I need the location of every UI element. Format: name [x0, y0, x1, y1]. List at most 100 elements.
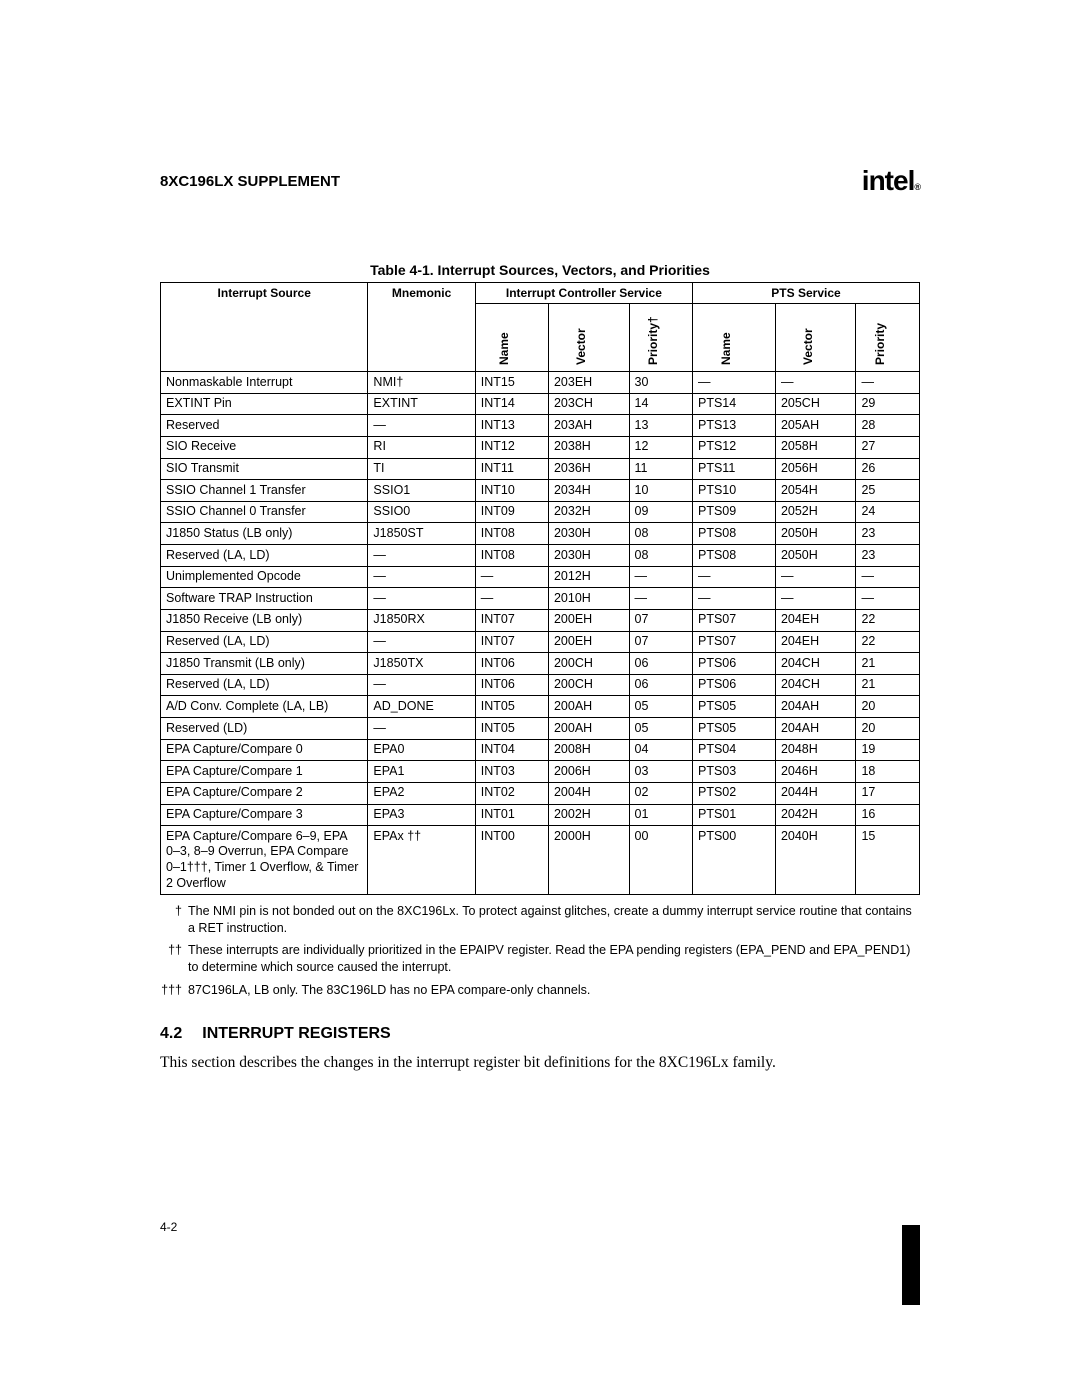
- table-cell: INT15: [475, 372, 548, 394]
- table-cell: INT11: [475, 458, 548, 480]
- table-cell: 205AH: [775, 415, 856, 437]
- table-cell: Software TRAP Instruction: [161, 588, 368, 610]
- table-cell: 2002H: [548, 804, 629, 826]
- table-cell: PTS12: [692, 436, 775, 458]
- table-cell: TI: [368, 458, 475, 480]
- table-cell: —: [368, 566, 475, 588]
- table-cell: 21: [856, 653, 920, 675]
- table-cell: INT04: [475, 739, 548, 761]
- table-cell: Reserved (LA, LD): [161, 674, 368, 696]
- table-cell: 14: [629, 393, 692, 415]
- intel-logo: intel®: [862, 165, 920, 197]
- th-pts-vector: Vector: [775, 304, 856, 372]
- table-cell: 27: [856, 436, 920, 458]
- table-cell: INT07: [475, 609, 548, 631]
- table-cell: 2040H: [775, 826, 856, 895]
- table-cell: 07: [629, 631, 692, 653]
- table-cell: 200CH: [548, 674, 629, 696]
- table-row: A/D Conv. Complete (LA, LB)AD_DONEINT052…: [161, 696, 920, 718]
- table-cell: 204CH: [775, 653, 856, 675]
- footnote-text: These interrupts are individually priori…: [188, 942, 920, 976]
- table-cell: 2004H: [548, 782, 629, 804]
- table-cell: 203AH: [548, 415, 629, 437]
- th-ic-priority: Priority†: [629, 304, 692, 372]
- table-cell: 05: [629, 696, 692, 718]
- table-cell: INT08: [475, 523, 548, 545]
- table-cell: SSIO0: [368, 501, 475, 523]
- table-cell: PTS14: [692, 393, 775, 415]
- table-cell: 10: [629, 480, 692, 502]
- footnotes: †The NMI pin is not bonded out on the 8X…: [160, 903, 920, 999]
- table-row: Reserved—INT13203AH13PTS13205AH28: [161, 415, 920, 437]
- table-cell: PTS11: [692, 458, 775, 480]
- table-cell: 00: [629, 826, 692, 895]
- table-cell: PTS01: [692, 804, 775, 826]
- table-row: J1850 Receive (LB only)J1850RXINT07200EH…: [161, 609, 920, 631]
- table-cell: 08: [629, 545, 692, 567]
- table-cell: 203EH: [548, 372, 629, 394]
- table-cell: 200AH: [548, 696, 629, 718]
- table-cell: 2050H: [775, 545, 856, 567]
- table-cell: J1850ST: [368, 523, 475, 545]
- th-ic-vector: Vector: [548, 304, 629, 372]
- table-cell: EPA3: [368, 804, 475, 826]
- table-row: EPA Capture/Compare 1EPA1INT032006H03PTS…: [161, 761, 920, 783]
- table-cell: 2000H: [548, 826, 629, 895]
- table-cell: NMI†: [368, 372, 475, 394]
- table-cell: PTS09: [692, 501, 775, 523]
- table-cell: 2056H: [775, 458, 856, 480]
- table-cell: 07: [629, 609, 692, 631]
- table-cell: 204EH: [775, 631, 856, 653]
- table-cell: PTS02: [692, 782, 775, 804]
- table-cell: —: [692, 588, 775, 610]
- table-cell: INT01: [475, 804, 548, 826]
- th-ic-service: Interrupt Controller Service: [475, 283, 692, 304]
- table-cell: 2030H: [548, 523, 629, 545]
- table-cell: 2010H: [548, 588, 629, 610]
- table-row: J1850 Transmit (LB only)J1850TXINT06200C…: [161, 653, 920, 675]
- table-cell: PTS05: [692, 696, 775, 718]
- table-row: SIO TransmitTIINT112036H11PTS112056H26: [161, 458, 920, 480]
- th-mnemonic: Mnemonic: [368, 283, 475, 372]
- table-cell: 05: [629, 718, 692, 740]
- table-cell: 2036H: [548, 458, 629, 480]
- table-cell: —: [856, 372, 920, 394]
- footnote: ††These interrupts are individually prio…: [160, 942, 920, 976]
- table-cell: 204CH: [775, 674, 856, 696]
- table-cell: 08: [629, 523, 692, 545]
- table-cell: INT07: [475, 631, 548, 653]
- table-cell: EPA Capture/Compare 2: [161, 782, 368, 804]
- table-cell: 03: [629, 761, 692, 783]
- table-row: EPA Capture/Compare 2EPA2INT022004H02PTS…: [161, 782, 920, 804]
- table-cell: EPA Capture/Compare 6–9, EPA 0–3, 8–9 Ov…: [161, 826, 368, 895]
- table-cell: —: [368, 545, 475, 567]
- table-row: Reserved (LD)—INT05200AH05PTS05204AH20: [161, 718, 920, 740]
- table-row: Nonmaskable InterruptNMI†INT15203EH30———: [161, 372, 920, 394]
- table-cell: PTS08: [692, 523, 775, 545]
- table-cell: Unimplemented Opcode: [161, 566, 368, 588]
- table-cell: EPA Capture/Compare 0: [161, 739, 368, 761]
- table-cell: 200AH: [548, 718, 629, 740]
- table-cell: INT12: [475, 436, 548, 458]
- table-row: Reserved (LA, LD)—INT082030H08PTS082050H…: [161, 545, 920, 567]
- table-row: EPA Capture/Compare 3EPA3INT012002H01PTS…: [161, 804, 920, 826]
- table-cell: 09: [629, 501, 692, 523]
- table-cell: Reserved: [161, 415, 368, 437]
- table-row: EPA Capture/Compare 6–9, EPA 0–3, 8–9 Ov…: [161, 826, 920, 895]
- table-cell: PTS00: [692, 826, 775, 895]
- table-cell: INT13: [475, 415, 548, 437]
- table-cell: J1850 Status (LB only): [161, 523, 368, 545]
- footnote-mark: ††: [160, 942, 188, 976]
- table-cell: 2012H: [548, 566, 629, 588]
- table-cell: 22: [856, 631, 920, 653]
- table-cell: —: [368, 588, 475, 610]
- table-cell: INT02: [475, 782, 548, 804]
- table-cell: RI: [368, 436, 475, 458]
- table-cell: 2038H: [548, 436, 629, 458]
- table-cell: INT00: [475, 826, 548, 895]
- page-number: 4-2: [160, 1220, 177, 1234]
- table-cell: J1850 Transmit (LB only): [161, 653, 368, 675]
- table-cell: —: [856, 566, 920, 588]
- table-cell: 16: [856, 804, 920, 826]
- table-cell: INT09: [475, 501, 548, 523]
